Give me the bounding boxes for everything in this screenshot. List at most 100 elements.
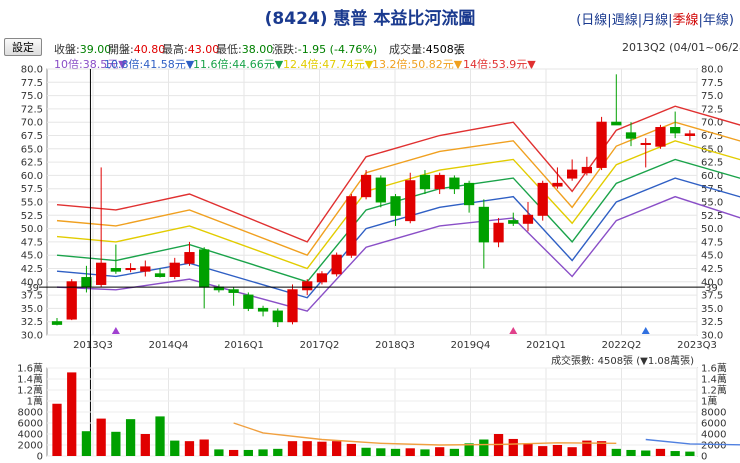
volume-bar <box>317 441 327 456</box>
volume-bar <box>332 441 342 456</box>
candle-body <box>140 266 151 272</box>
high-label: 最高: <box>162 43 188 56</box>
volume-bar <box>449 448 460 456</box>
candle-body <box>110 268 122 272</box>
candle-body <box>611 121 622 126</box>
volume-bar <box>567 447 577 456</box>
candle-body <box>434 174 445 190</box>
volume-bar <box>435 447 445 456</box>
candle-body <box>316 273 328 283</box>
price-tick-label-left: 52.5 <box>21 211 43 222</box>
price-tick-label-right: 65.0 <box>701 144 723 155</box>
volume-bar <box>52 403 62 456</box>
x-tick-label: 2013Q3 <box>73 340 113 351</box>
price-tick-label-left: 37.5 <box>21 291 43 302</box>
period-separator: | <box>607 13 612 28</box>
candle-body <box>567 169 578 179</box>
period-separator: ) <box>728 13 734 28</box>
event-marker <box>111 327 120 334</box>
candle-body <box>581 166 592 174</box>
candle-body <box>375 177 386 203</box>
x-tick-label: 2016Q1 <box>224 340 264 351</box>
volume-label: 成交量: <box>389 43 426 56</box>
candle-body <box>508 220 519 224</box>
crosshair-price-label-left: 39 <box>26 283 39 294</box>
price-tick-label-right: 32.5 <box>701 317 723 328</box>
price-tick-label-left: 80.0 <box>21 65 43 76</box>
volume-bar <box>81 431 92 456</box>
volume-tick-label-right: 6000 <box>701 419 726 430</box>
period-option[interactable]: 月線 <box>642 13 669 28</box>
volume-bar <box>170 440 180 456</box>
volume-bar <box>464 443 474 456</box>
candle-body <box>287 289 298 323</box>
price-tick-label-right: 77.5 <box>701 78 723 89</box>
candle-body <box>346 196 357 256</box>
candle-body <box>272 310 283 323</box>
price-tick-label-right: 75.0 <box>701 91 723 102</box>
price-tick-label-left: 45.0 <box>21 251 43 262</box>
price-tick-label-right: 60.0 <box>701 171 723 182</box>
volume-bar <box>67 372 77 456</box>
price-tick-label-right: 80.0 <box>701 65 723 76</box>
candle-body <box>670 127 681 134</box>
price-tick-label-left: 47.5 <box>21 237 43 248</box>
close-label: 收盤: <box>54 43 80 56</box>
volume-tick-label-right: 1.2萬 <box>701 384 727 397</box>
price-tick-label-left: 55.0 <box>21 198 43 209</box>
price-tick-label-right: 70.0 <box>701 118 723 129</box>
period-option[interactable]: 年線 <box>702 13 729 28</box>
volume-tick-label-left: 1.4萬 <box>17 373 43 386</box>
price-tick-label-right: 50.0 <box>701 224 723 235</box>
volume-bar <box>596 441 607 456</box>
volume-tick-label-right: 0 <box>701 452 707 463</box>
candle-body <box>51 321 63 325</box>
period-option[interactable]: 週線 <box>611 13 638 28</box>
candle-body <box>655 127 666 147</box>
volume-bar <box>641 450 651 456</box>
volume-bar <box>552 445 563 456</box>
volume-bar <box>184 441 195 456</box>
volume-bar <box>523 443 533 456</box>
candle-body <box>640 142 651 145</box>
volume-tick-label-right: 8000 <box>701 408 726 419</box>
period-option[interactable]: 季線 <box>672 13 699 28</box>
candle-body <box>66 281 77 320</box>
volume-bar <box>626 449 636 456</box>
high-field: 最高:43.00 <box>162 41 219 57</box>
candle-body <box>257 307 269 312</box>
x-tick-label: 2022Q2 <box>602 340 642 351</box>
legend-item: 11.6倍:44.66元▼ <box>193 58 284 71</box>
candle-body <box>184 252 195 264</box>
x-tick-label: 2019Q4 <box>451 340 491 351</box>
period-option[interactable]: 日線 <box>581 13 608 28</box>
candle-body <box>478 206 489 243</box>
candle-body <box>81 277 92 288</box>
change-field: 漲跌:-1.95 (-4.76%) <box>272 41 377 57</box>
candle-body <box>463 182 475 206</box>
volume-bar <box>508 438 518 456</box>
price-tick-label-right: 55.0 <box>701 198 723 209</box>
candle-body <box>405 180 416 222</box>
close-field: 收盤:39.00 <box>54 41 111 57</box>
volume-bar <box>479 439 489 456</box>
candle-body <box>552 182 563 187</box>
candle-body <box>228 289 239 293</box>
volume-tick-label-left: 1萬 <box>27 395 43 408</box>
open-field: 開盤:40.80 <box>108 41 165 57</box>
event-marker <box>641 327 650 334</box>
volume-bar <box>287 441 298 456</box>
settings-button[interactable]: 設定 <box>4 38 42 56</box>
candle-body <box>243 294 254 309</box>
price-tick-label-right: 42.5 <box>701 264 723 275</box>
volume-bar <box>361 447 371 456</box>
volume-ma-line <box>645 438 740 446</box>
volume-tick-label-right: 4000 <box>701 430 726 441</box>
volume-tick-label-left: 2000 <box>18 441 43 452</box>
price-tick-label-left: 67.5 <box>21 131 43 142</box>
candle-body <box>537 182 548 216</box>
legend-item: 13.2倍:50.82元▼ <box>372 58 463 71</box>
volume-ma-line <box>233 422 617 446</box>
x-tick-label: 2023Q3 <box>677 340 717 351</box>
volume-tick-label-left: 0 <box>37 452 43 463</box>
